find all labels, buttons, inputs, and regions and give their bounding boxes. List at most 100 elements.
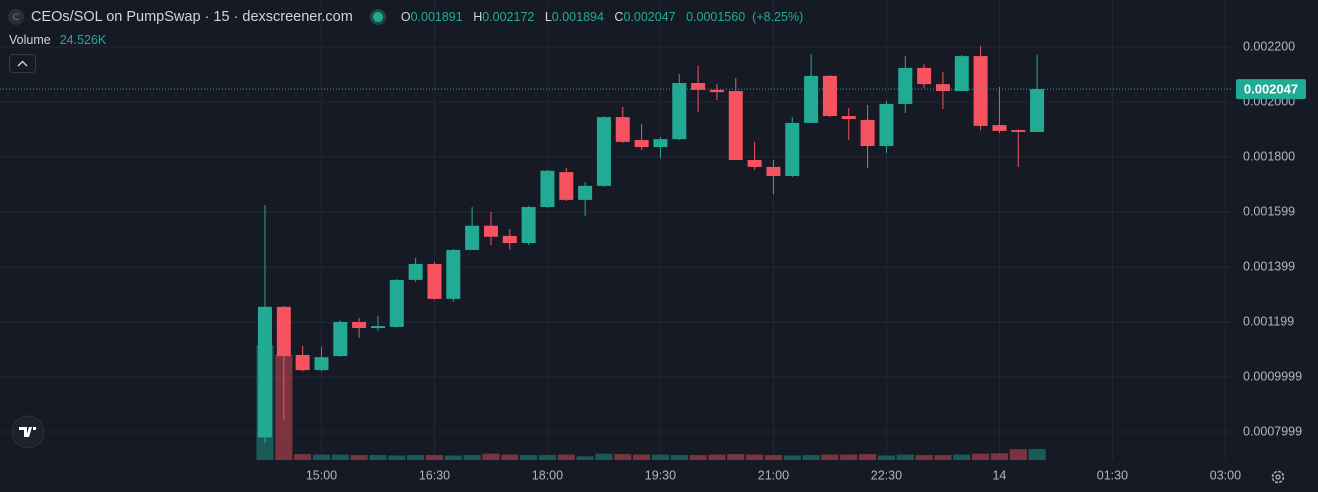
- gear-hub: [1275, 474, 1281, 480]
- volume-bar: [821, 454, 839, 460]
- candle-body: [841, 116, 856, 120]
- candle-body: [992, 125, 1007, 131]
- volume-bar: [1028, 448, 1046, 460]
- y-tick-label: 0.001399: [1243, 260, 1295, 274]
- volume-bar: [708, 454, 726, 460]
- candle-body: [446, 249, 461, 299]
- candle-body: [540, 170, 555, 208]
- candle-body: [276, 306, 291, 357]
- tradingview-logo[interactable]: [11, 415, 45, 449]
- x-tick-label: 01:30: [1097, 468, 1128, 482]
- candle-body: [427, 263, 442, 299]
- ohlc-label: O: [400, 10, 411, 24]
- ohlc-values: O0.001891 H0.002172 L0.001894 C0.002047 …: [401, 10, 810, 24]
- volume-bar: [990, 453, 1009, 460]
- volume-bar: [727, 454, 745, 460]
- x-tick-label: 14: [992, 468, 1006, 482]
- y-tick-label: 0.0007999: [1243, 424, 1302, 438]
- volume-bar: [802, 455, 820, 460]
- candle-body: [615, 117, 630, 142]
- settings-button[interactable]: [1271, 470, 1285, 484]
- candle-body: [766, 166, 781, 176]
- candle-body: [1011, 130, 1026, 132]
- candle-body: [559, 172, 574, 200]
- volume-bar: [576, 456, 594, 460]
- open-value: 0.001891: [410, 10, 463, 24]
- legend-header: C CEOs/SOL on PumpSwap · 15 · dexscreene…: [8, 7, 810, 27]
- candle-body: [973, 56, 988, 126]
- volume-bar: [915, 455, 933, 460]
- candle-body: [935, 84, 950, 92]
- candle-body: [653, 139, 668, 148]
- x-tick-label: 18:00: [532, 468, 563, 482]
- candle-body: [860, 119, 875, 147]
- volume-bar: [651, 454, 670, 460]
- candle-body: [1030, 89, 1045, 132]
- candle-body: [521, 207, 536, 244]
- volume-bar: [877, 455, 896, 460]
- volume-bar: [312, 454, 331, 460]
- candle-body: [578, 185, 593, 200]
- volume-bar: [614, 454, 632, 460]
- candle-body: [596, 117, 611, 186]
- change-percent: (+8.25%): [752, 10, 804, 24]
- volume-bar: [670, 455, 688, 460]
- volume-bar: [331, 454, 349, 460]
- candle-body: [502, 235, 517, 244]
- status-dot: [372, 12, 383, 22]
- candle-body: [954, 56, 969, 92]
- close-value: 0.002047: [623, 10, 676, 24]
- volume-bar: [783, 455, 801, 460]
- volume-bar: [350, 455, 368, 460]
- volume-title: Volume: [9, 33, 51, 47]
- high-value: 0.002172: [482, 10, 535, 24]
- candle-body: [257, 306, 272, 438]
- volume-bar: [953, 454, 971, 460]
- x-tick-label: 21:00: [758, 468, 789, 482]
- volume-value: 24.526K: [59, 33, 107, 47]
- ohlc-label: L: [544, 10, 552, 24]
- price-label: 0.002047: [1244, 82, 1298, 97]
- x-tick-label: 15:00: [306, 468, 337, 482]
- y-tick-label: 0.001800: [1243, 149, 1295, 163]
- volume-bar: [858, 454, 877, 460]
- volume-bar: [425, 455, 444, 460]
- x-tick-label: 22:30: [871, 468, 902, 482]
- candle-body: [691, 83, 706, 90]
- volume-bar: [764, 455, 783, 460]
- chart-title: CEOs/SOL on PumpSwap · 15 · dexscreener.…: [31, 9, 353, 25]
- symbol-icon: C: [8, 9, 24, 25]
- collapse-button[interactable]: [9, 54, 36, 73]
- volume-bar: [1009, 449, 1027, 460]
- ohlc-label: H: [473, 10, 483, 24]
- volume-bar: [520, 455, 538, 460]
- volume-bar: [501, 454, 519, 460]
- volume-bar: [934, 455, 952, 460]
- volume-bar: [369, 455, 387, 460]
- candle-body: [804, 75, 819, 123]
- volume-bar: [557, 454, 575, 460]
- y-tick-label: 0.002200: [1243, 39, 1295, 53]
- candle-body: [295, 354, 310, 371]
- x-tick-label: 03:00: [1210, 468, 1241, 482]
- x-tick-label: 19:30: [645, 468, 676, 482]
- gear-ring: [1271, 470, 1285, 484]
- candle-body: [822, 75, 837, 117]
- candle-body: [728, 91, 743, 161]
- volume-bar: [689, 455, 707, 460]
- y-tick-label: 0.001599: [1243, 205, 1295, 219]
- y-tick-label: 0.0009999: [1243, 369, 1302, 383]
- y-tick-label: 0.001199: [1243, 315, 1294, 329]
- price-label-bg: [1236, 79, 1306, 100]
- candle-body: [917, 67, 932, 85]
- candle-body: [672, 83, 687, 140]
- volume-bar: [463, 455, 481, 460]
- candle-body: [314, 357, 329, 371]
- logo-mark: [19, 427, 36, 437]
- volume-bar: [746, 454, 764, 460]
- candle-body: [709, 89, 724, 93]
- volume-bar: [538, 455, 557, 460]
- candle-body: [370, 326, 385, 329]
